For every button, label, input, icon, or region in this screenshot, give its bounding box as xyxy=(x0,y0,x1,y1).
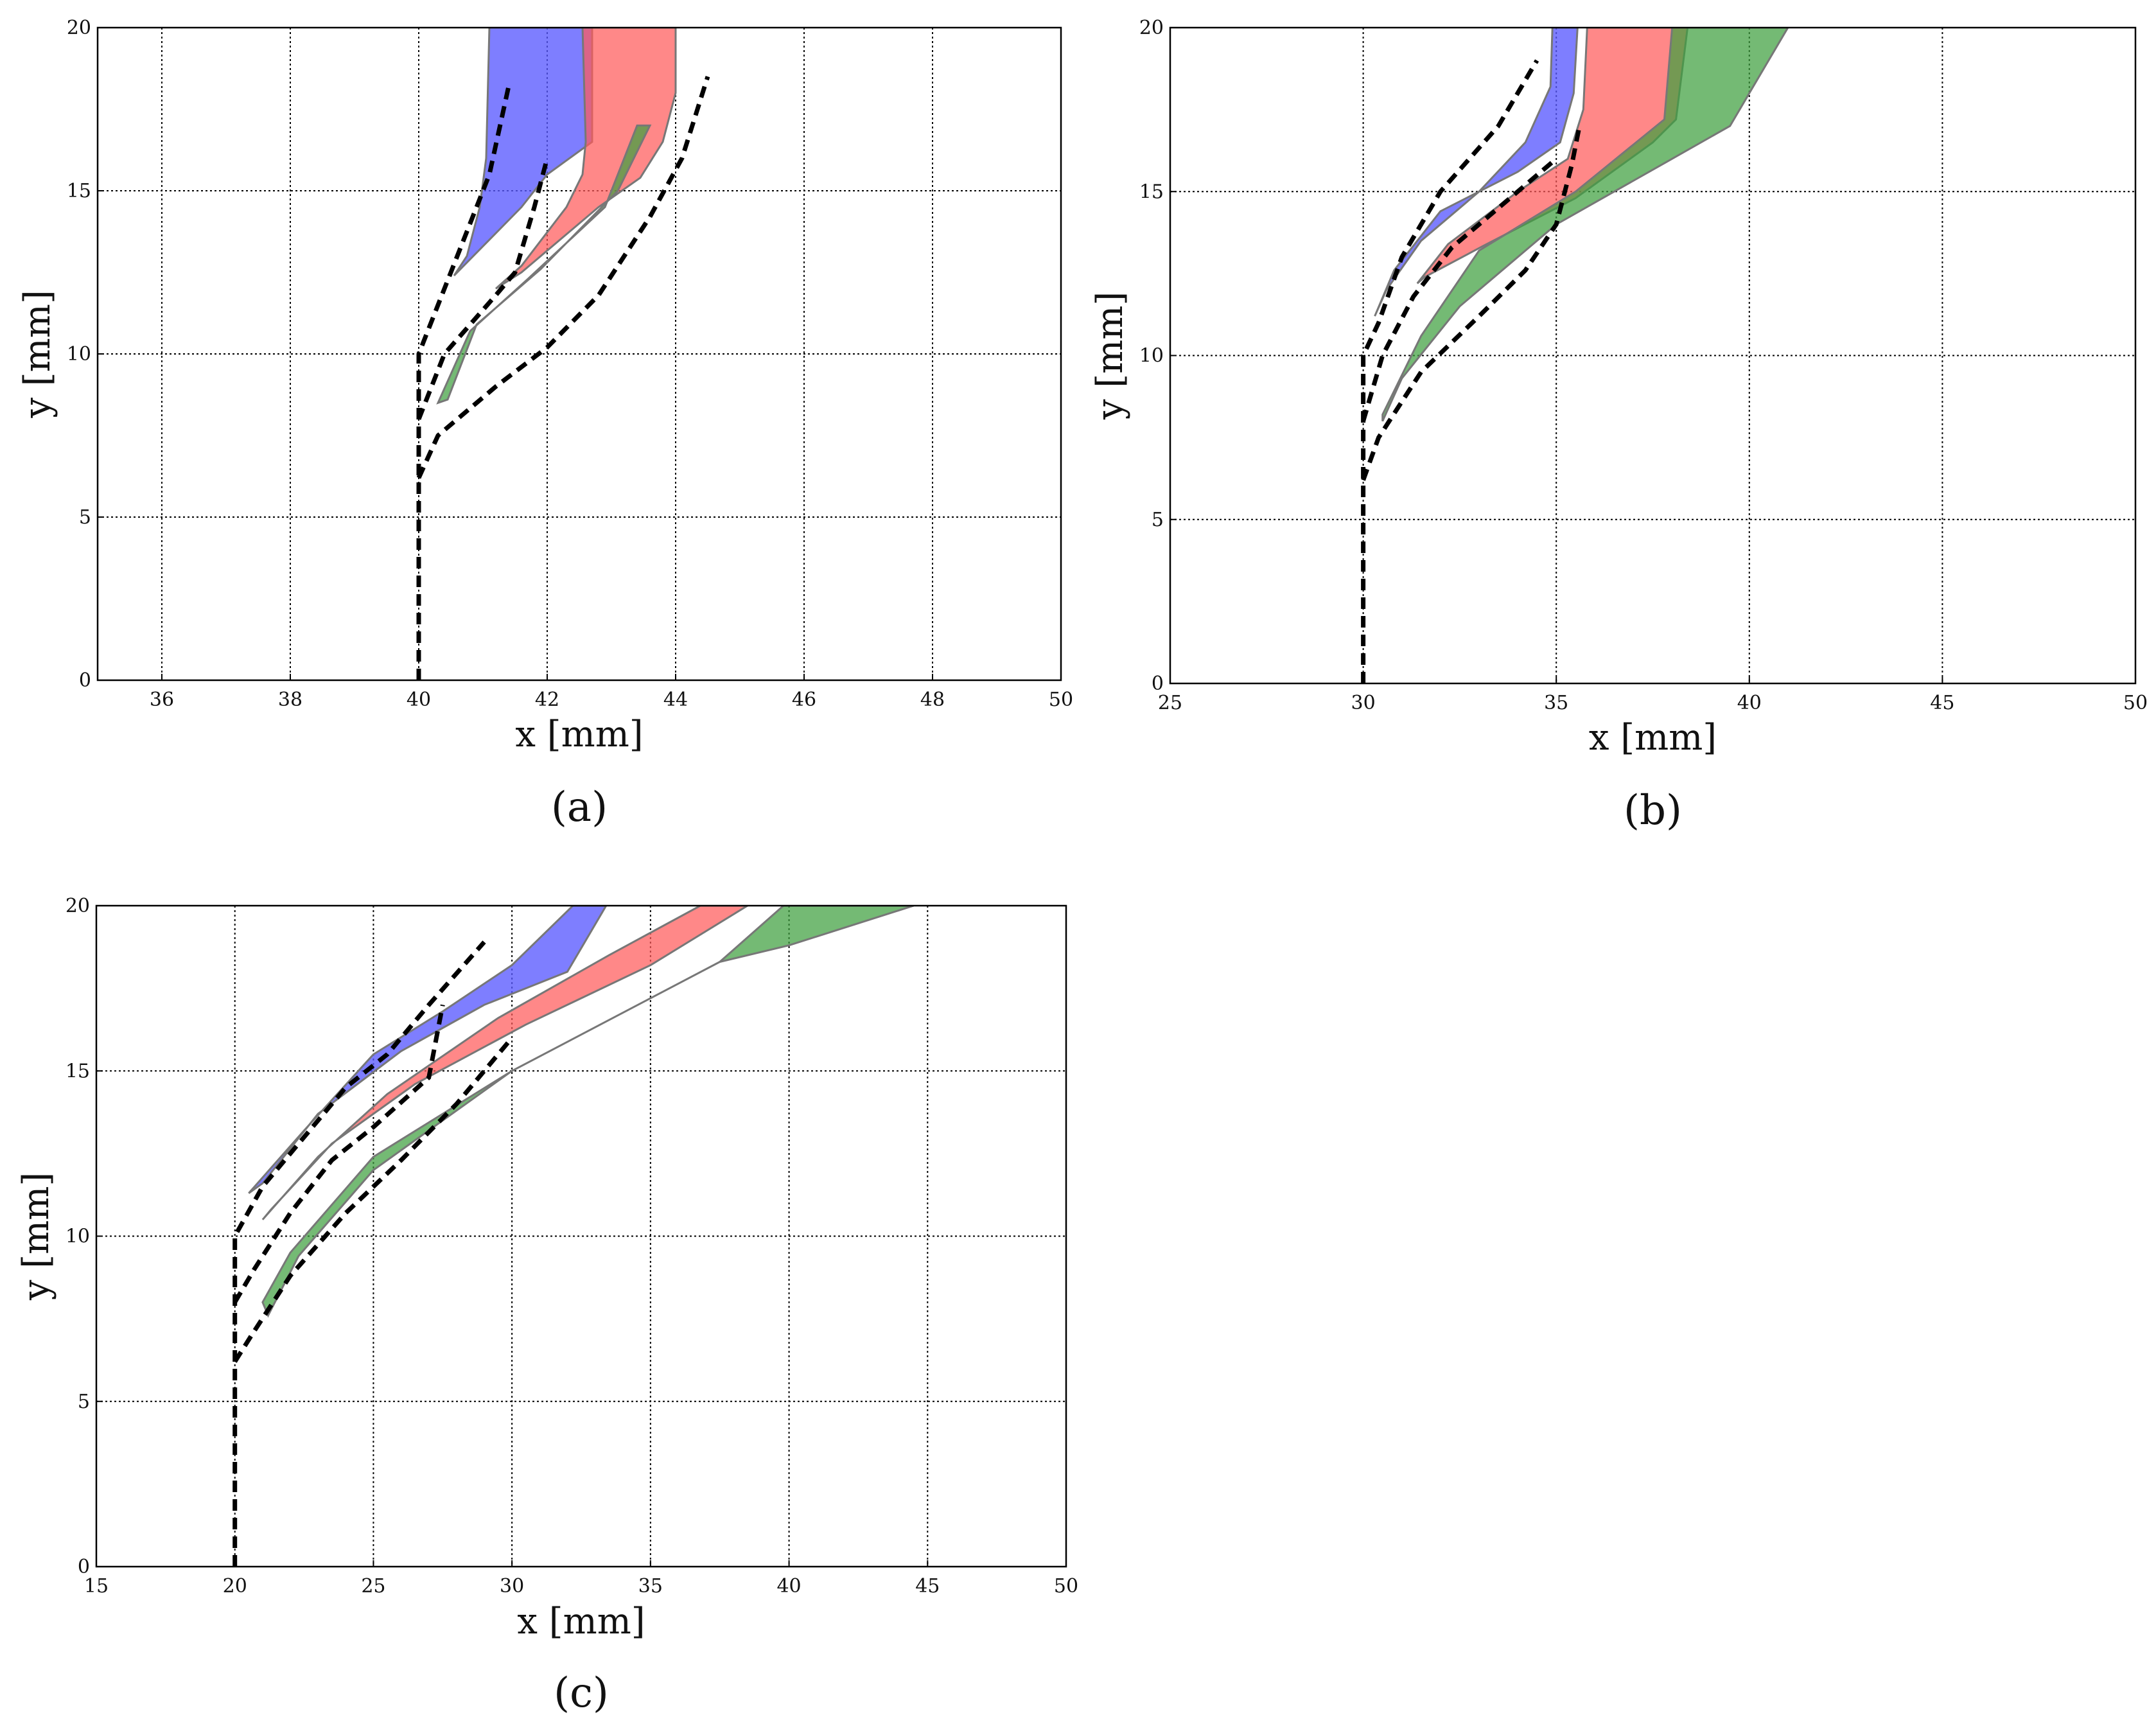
dashed-line-3 xyxy=(1361,125,1582,481)
chart-a-svg: 36 38 40 42 44 46 48 50 0 5 10 15 20 x [mm] y [mm] (a) xyxy=(17,17,1073,831)
y-axis-label: y [mm] xyxy=(17,290,58,418)
y-tick-label: 5 xyxy=(1152,509,1164,531)
dashed-line-2 xyxy=(416,157,550,420)
bands-c xyxy=(248,906,915,1318)
x-tick-label: 25 xyxy=(361,1575,385,1597)
x-tick-label: 40 xyxy=(407,689,431,711)
band-blue xyxy=(1374,28,1579,317)
band-green xyxy=(1381,28,1789,422)
dashed-line-2 xyxy=(232,1004,445,1304)
chart-c-svg: 15 20 25 30 35 40 45 50 0 5 10 15 20 x [mm] y [mm] (c) xyxy=(15,895,1078,1717)
y-tick-label: 15 xyxy=(1139,180,1164,203)
x-tick-label: 30 xyxy=(500,1575,524,1597)
x-tick-label: 35 xyxy=(1544,692,1568,714)
x-tick-label: 20 xyxy=(223,1575,247,1597)
panel-caption: (b) xyxy=(1624,787,1682,834)
x-tick-label: 45 xyxy=(915,1575,940,1597)
panel-c: 15 20 25 30 35 40 45 50 0 5 10 15 20 x [mm] y [mm] (c) xyxy=(0,867,1092,1724)
x-tick-label: 48 xyxy=(920,689,945,711)
y-tick-label: 0 xyxy=(1152,673,1164,695)
x-tick-label: 50 xyxy=(2123,692,2148,714)
bands-a xyxy=(436,28,677,405)
dashed-line-1 xyxy=(232,940,486,1567)
y-tick-label: 10 xyxy=(67,343,91,365)
band-green xyxy=(436,124,652,405)
band-red xyxy=(261,906,749,1220)
x-tick-label: 40 xyxy=(1737,692,1762,714)
x-tick-label: 15 xyxy=(84,1575,109,1597)
y-tick-label: 5 xyxy=(78,1391,90,1413)
y-tick-label: 15 xyxy=(67,180,91,202)
chart-b-svg: 25 30 35 40 45 50 0 5 10 15 20 x [mm] y [mm] (b) xyxy=(1089,17,2148,834)
dashed-line-1 xyxy=(1361,59,1539,683)
x-tick-label: 50 xyxy=(1049,689,1073,711)
y-tick-label: 0 xyxy=(79,669,91,692)
y-tick-label: 20 xyxy=(66,895,90,917)
y-tick-label: 0 xyxy=(78,1556,90,1578)
dashed-line-2 xyxy=(1361,157,1558,422)
x-tick-label: 30 xyxy=(1351,692,1376,714)
x-tick-label: 40 xyxy=(776,1575,801,1597)
x-tick-label: 25 xyxy=(1158,692,1182,714)
x-tick-label: 45 xyxy=(1930,692,1954,714)
y-tick-label: 10 xyxy=(1139,345,1164,367)
y-axis-label: y [mm] xyxy=(15,1172,57,1301)
y-tick-label: 20 xyxy=(1139,17,1164,39)
band-green xyxy=(261,906,915,1318)
x-tick-label: 46 xyxy=(792,689,816,711)
x-tick-label: 35 xyxy=(638,1575,663,1597)
dashed-lines-c xyxy=(232,940,514,1567)
y-tick-label: 5 xyxy=(79,506,91,529)
panel-caption: (c) xyxy=(554,1669,609,1717)
x-tick-label: 38 xyxy=(278,689,302,711)
dashed-line-3 xyxy=(232,1036,514,1363)
panel-a: 36 38 40 42 44 46 48 50 0 5 10 15 20 x [mm] y [mm] (a) xyxy=(0,0,1079,854)
x-axis-label: x [mm] xyxy=(517,1601,645,1642)
band-blue xyxy=(248,906,608,1194)
dashed-line-3 xyxy=(416,76,710,479)
x-tick-label: 50 xyxy=(1054,1575,1078,1597)
y-axis-label: y [mm] xyxy=(1089,292,1131,420)
x-axis-label: x [mm] xyxy=(1589,717,1717,759)
panel-caption: (a) xyxy=(551,784,608,831)
panel-b: 25 30 35 40 45 50 0 5 10 15 20 x [mm] y [mm] (b) xyxy=(1079,0,2156,854)
x-tick-label: 36 xyxy=(150,689,174,711)
x-tick-label: 44 xyxy=(663,689,688,711)
y-tick-label: 20 xyxy=(67,17,91,39)
x-tick-label: 42 xyxy=(535,689,559,711)
bands-b xyxy=(1374,28,1789,422)
band-red xyxy=(495,28,677,290)
dashed-lines-a xyxy=(416,76,710,680)
dashed-line-1 xyxy=(416,85,511,680)
grid-c xyxy=(96,906,1066,1567)
x-axis-label: x [mm] xyxy=(515,714,643,755)
y-tick-label: 10 xyxy=(66,1226,90,1248)
y-tick-label: 15 xyxy=(66,1060,90,1082)
dashed-lines-b xyxy=(1361,59,1582,683)
